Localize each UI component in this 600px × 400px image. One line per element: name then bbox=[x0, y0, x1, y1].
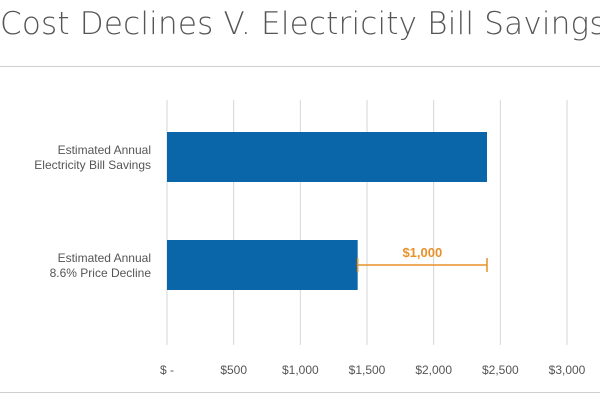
category-labels: Estimated Annual Electricity Bill Savings… bbox=[34, 143, 151, 280]
category-label-line: Electricity Bill Savings bbox=[34, 158, 151, 172]
difference-annotation: $1,000 bbox=[356, 245, 488, 272]
annotation-label: $1,000 bbox=[402, 245, 442, 260]
x-tick-labels: $ - $500 $1,000 $1,500 $2,000 $2,500 $3,000 bbox=[160, 363, 586, 377]
title-divider bbox=[0, 66, 600, 67]
category-label-line: Estimated Annual bbox=[58, 251, 151, 265]
category-label-line: Estimated Annual bbox=[58, 143, 151, 157]
x-tick-label: $3,000 bbox=[549, 363, 586, 377]
x-tick-label: $1,000 bbox=[282, 363, 319, 377]
x-tick-label: $2,000 bbox=[415, 363, 452, 377]
category-label: Estimated Annual 8.6% Price Decline bbox=[50, 251, 152, 280]
bottom-divider bbox=[0, 392, 600, 393]
x-tick-label: $ - bbox=[160, 363, 174, 377]
x-tick-label: $500 bbox=[220, 363, 247, 377]
category-label: Estimated Annual Electricity Bill Savings bbox=[34, 143, 151, 172]
x-tick-label: $2,500 bbox=[482, 363, 519, 377]
chart-title: Cost Declines V. Electricity Bill Saving… bbox=[0, 6, 600, 42]
bar bbox=[167, 132, 487, 182]
bars bbox=[167, 132, 487, 290]
x-tick-label: $1,500 bbox=[349, 363, 386, 377]
category-label-line: 8.6% Price Decline bbox=[50, 266, 152, 280]
bar bbox=[167, 240, 358, 290]
